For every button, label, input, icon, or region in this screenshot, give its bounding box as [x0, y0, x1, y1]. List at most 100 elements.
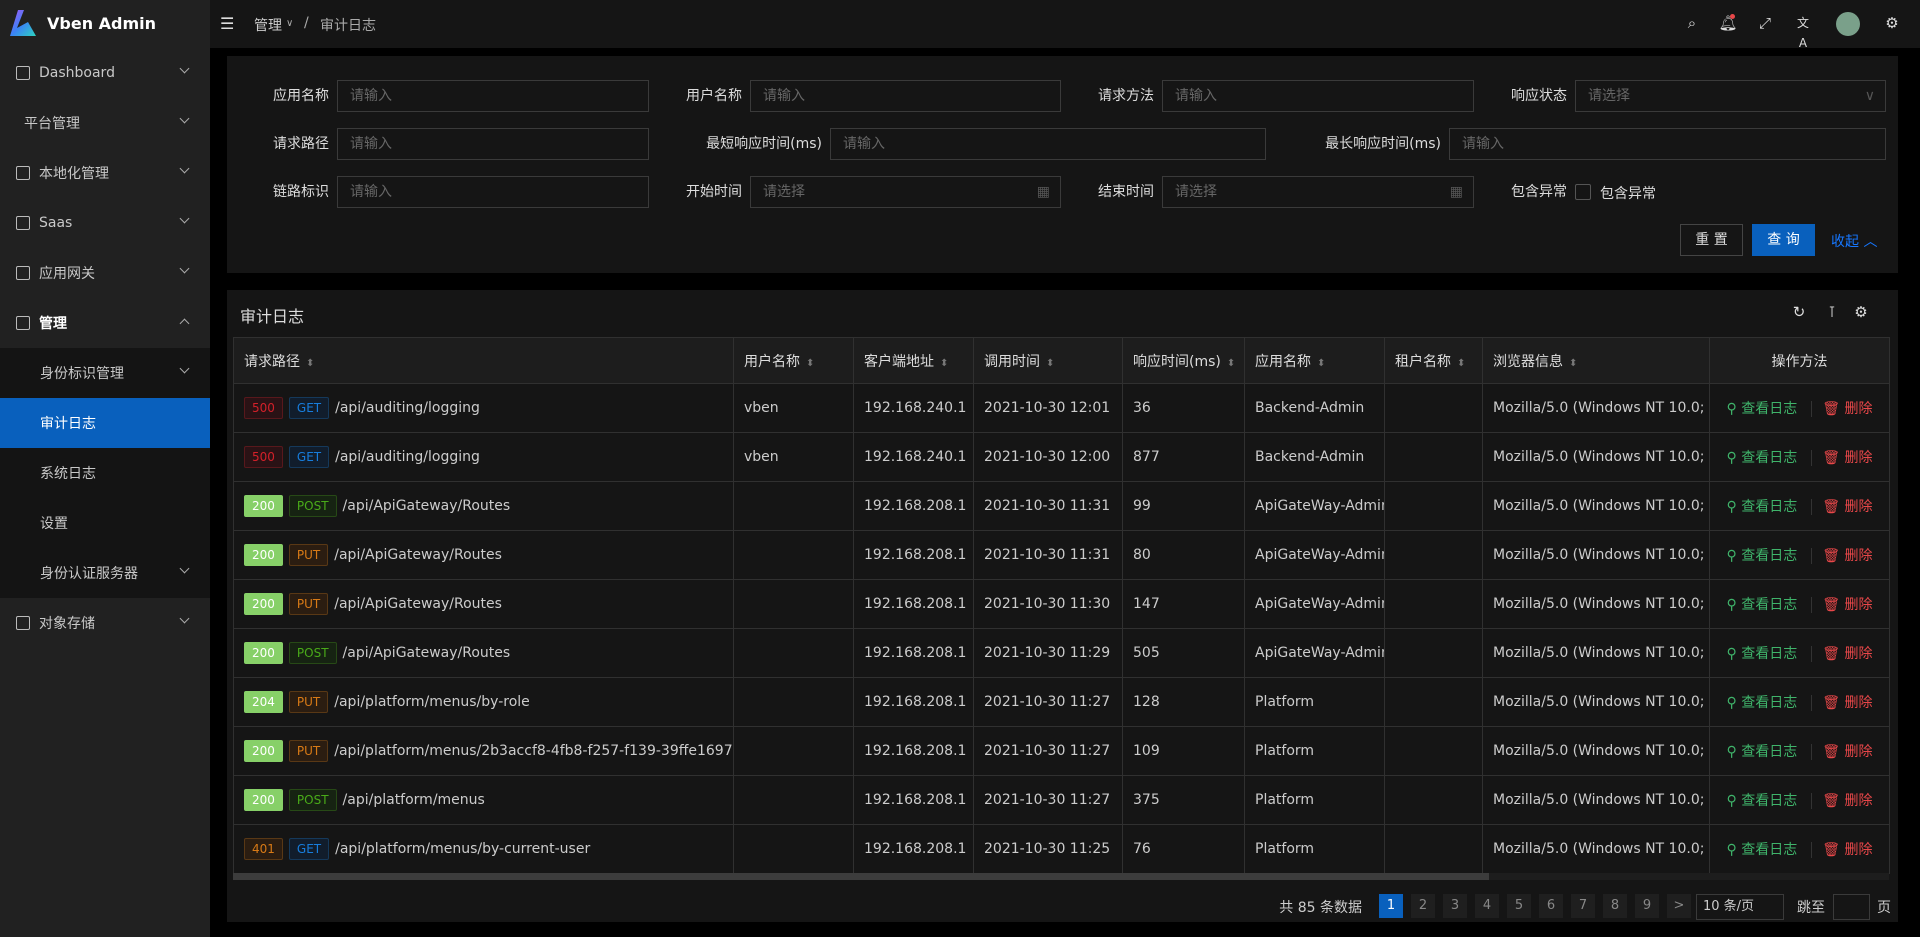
page-8[interactable]: 8 — [1603, 894, 1627, 918]
sidebar-item-5[interactable]: 管理 — [0, 298, 210, 348]
page-9[interactable]: 9 — [1635, 894, 1659, 918]
column-header[interactable]: 用户名称 ⬍ — [733, 337, 854, 384]
max-time-input[interactable]: 请输入 — [1449, 128, 1886, 160]
density-icon[interactable]: ⊺ — [1828, 303, 1836, 321]
start-input[interactable]: 请选择 ▦ — [750, 176, 1061, 208]
sort-icon[interactable]: ⬍ — [306, 357, 315, 369]
collapse-menu-icon[interactable]: ☰ — [220, 14, 235, 33]
request-path: /api/ApiGateway/Routes — [334, 547, 502, 563]
app-name-input[interactable]: 请输入 — [337, 80, 649, 112]
breadcrumb-manage[interactable]: 管理 — [254, 18, 282, 34]
view-log-button[interactable]: ⚲ 查看日志 — [1727, 597, 1798, 613]
horizontal-scrollbar-thumb[interactable] — [233, 873, 1489, 880]
delete-button[interactable]: 🗑︎ 删除 — [1811, 793, 1873, 809]
app-cell: Platform — [1244, 775, 1385, 825]
method-input[interactable]: 请输入 — [1162, 80, 1474, 112]
search-icon[interactable]: ⌕ — [1687, 14, 1697, 32]
collapse-button[interactable]: 收起 ︿ — [1831, 231, 1877, 251]
sidebar-item-9[interactable]: 设置 — [0, 498, 210, 548]
actions-cell: ⚲ 查看日志 🗑︎ 删除 — [1709, 628, 1890, 678]
sidebar-item-1[interactable]: 平台管理 — [0, 98, 210, 148]
jump-input[interactable] — [1833, 894, 1870, 920]
fullscreen-icon[interactable]: ⤢ — [1758, 14, 1771, 32]
column-header[interactable]: 租户名称 ⬍ — [1384, 337, 1483, 384]
sort-icon[interactable]: ⬍ — [1457, 357, 1466, 369]
reset-button[interactable]: 重 置 — [1680, 224, 1743, 256]
ip-cell: 192.168.208.1 — [853, 824, 974, 874]
sort-icon[interactable]: ⬍ — [1226, 357, 1236, 369]
trash-icon: 🗑︎ — [1822, 793, 1845, 809]
page-2[interactable]: 2 — [1411, 894, 1435, 918]
has-exception-checkbox[interactable] — [1575, 184, 1591, 200]
view-log-button[interactable]: ⚲ 查看日志 — [1727, 744, 1798, 760]
delete-button[interactable]: 🗑︎ 删除 — [1811, 744, 1873, 760]
delete-button[interactable]: 🗑︎ 删除 — [1811, 646, 1873, 662]
sidebar-item-0[interactable]: Dashboard — [0, 48, 210, 98]
delete-button[interactable]: 🗑︎ 删除 — [1811, 401, 1873, 417]
avatar[interactable] — [1836, 12, 1860, 36]
delete-button[interactable]: 🗑︎ 删除 — [1811, 499, 1873, 515]
duration-cell: 80 — [1122, 530, 1245, 580]
delete-button[interactable]: 🗑︎ 删除 — [1811, 695, 1873, 711]
breadcrumb-current: 审计日志 — [320, 18, 376, 34]
view-log-button[interactable]: ⚲ 查看日志 — [1727, 548, 1798, 564]
bell-icon[interactable]: 🔔︎ — [1718, 14, 1738, 32]
column-header[interactable]: 客户端地址 ⬍ — [853, 337, 974, 384]
view-label: 查看日志 — [1741, 401, 1798, 417]
min-time-input[interactable]: 请输入 — [830, 128, 1266, 160]
horizontal-scrollbar-track[interactable] — [233, 873, 1889, 880]
column-header[interactable]: 应用名称 ⬍ — [1244, 337, 1385, 384]
delete-button[interactable]: 🗑︎ 删除 — [1811, 548, 1873, 564]
sidebar-item-label: 系统日志 — [40, 466, 96, 482]
page-size-select[interactable]: 10 条/页 — [1696, 894, 1784, 920]
translate-icon[interactable]: 文A — [1796, 16, 1809, 50]
gear-icon[interactable]: ⚙ — [1885, 14, 1899, 32]
status-input[interactable]: 请选择 ∨ — [1575, 80, 1886, 112]
sidebar-item-7[interactable]: 审计日志 — [0, 398, 210, 448]
browser-cell: Mozilla/5.0 (Windows NT 10.0; Win — [1482, 481, 1710, 531]
trace-input[interactable]: 请输入 — [337, 176, 649, 208]
view-log-button[interactable]: ⚲ 查看日志 — [1727, 401, 1798, 417]
sort-icon[interactable]: ⬍ — [1317, 357, 1326, 369]
path-input[interactable]: 请输入 — [337, 128, 649, 160]
view-log-button[interactable]: ⚲ 查看日志 — [1727, 793, 1798, 809]
column-header[interactable]: 请求路径 ⬍ — [233, 337, 734, 384]
delete-button[interactable]: 🗑︎ 删除 — [1811, 842, 1873, 858]
view-log-button[interactable]: ⚲ 查看日志 — [1727, 499, 1798, 515]
sidebar-item-8[interactable]: 系统日志 — [0, 448, 210, 498]
page-6[interactable]: 6 — [1539, 894, 1563, 918]
page-4[interactable]: 4 — [1475, 894, 1499, 918]
sort-icon[interactable]: ⬍ — [1569, 357, 1578, 369]
page-3[interactable]: 3 — [1443, 894, 1467, 918]
sort-icon[interactable]: ⬍ — [940, 357, 949, 369]
query-button[interactable]: 查 询 — [1752, 224, 1815, 256]
view-log-button[interactable]: ⚲ 查看日志 — [1727, 450, 1798, 466]
end-input[interactable]: 请选择 ▦ — [1162, 176, 1474, 208]
file-icon — [16, 616, 30, 630]
sidebar-item-2[interactable]: 本地化管理 — [0, 148, 210, 198]
status-badge: 204 — [244, 691, 283, 713]
placeholder: 请输入 — [1175, 88, 1217, 104]
delete-button[interactable]: 🗑︎ 删除 — [1811, 450, 1873, 466]
user-name-input[interactable]: 请输入 — [750, 80, 1061, 112]
sidebar-item-10[interactable]: 身份认证服务器 — [0, 548, 210, 598]
sort-icon[interactable]: ⬍ — [1046, 357, 1055, 369]
delete-button[interactable]: 🗑︎ 删除 — [1811, 597, 1873, 613]
next-page-icon[interactable]: > — [1667, 894, 1691, 918]
column-header[interactable]: 浏览器信息 ⬍ — [1482, 337, 1710, 384]
page-1[interactable]: 1 — [1379, 894, 1403, 918]
sidebar-item-4[interactable]: 应用网关 — [0, 248, 210, 298]
refresh-icon[interactable]: ↻ — [1792, 303, 1806, 321]
page-7[interactable]: 7 — [1571, 894, 1595, 918]
sidebar-item-6[interactable]: 身份标识管理 — [0, 348, 210, 398]
column-header[interactable]: 响应时间(ms) ⬍ — [1122, 337, 1245, 384]
page-5[interactable]: 5 — [1507, 894, 1531, 918]
view-log-button[interactable]: ⚲ 查看日志 — [1727, 646, 1798, 662]
view-log-button[interactable]: ⚲ 查看日志 — [1727, 695, 1798, 711]
view-log-button[interactable]: ⚲ 查看日志 — [1727, 842, 1798, 858]
column-header[interactable]: 调用时间 ⬍ — [973, 337, 1123, 384]
sort-icon[interactable]: ⬍ — [806, 357, 815, 369]
sidebar-item-3[interactable]: Saas — [0, 198, 210, 248]
column-settings-icon[interactable]: ⚙ — [1854, 303, 1868, 321]
sidebar-item-11[interactable]: 对象存储 — [0, 598, 210, 648]
